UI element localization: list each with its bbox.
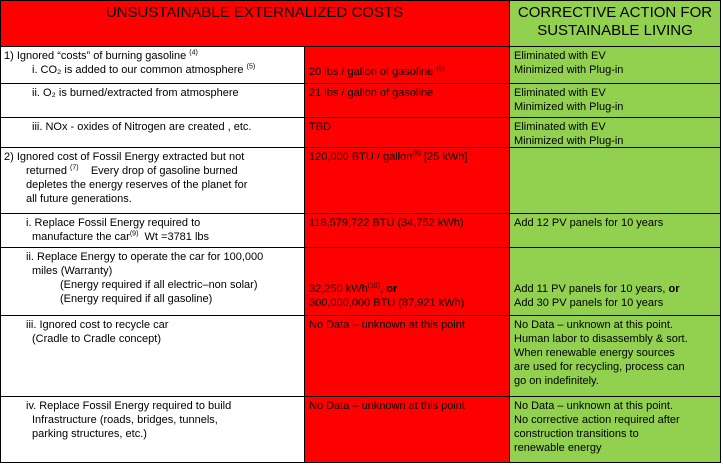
row3-action: Eliminated with EV Minimized with Plug-i… [510,118,721,148]
row6-description: ii. Replace Energy to operate the car fo… [0,248,305,316]
row2-action: Eliminated with EV Minimized with Plug-i… [510,84,721,118]
row7-value: No Data – unknown at this point [305,316,510,397]
header-right-line1: CORRECTIVE ACTION FOR [517,4,713,21]
header-unsustainable-costs: UNSUSTAINABLE EXTERNALIZED COSTS [0,0,510,47]
row3-description: iii. NOx - oxides of Nitrogen are create… [0,118,305,148]
header-corrective-action: CORRECTIVE ACTION FOR SUSTAINABLE LIVING [510,0,721,47]
row5-action: Add 12 PV panels for 10 years [510,214,721,248]
row7-description: iii. Ignored cost to recycle car (Cradle… [0,316,305,397]
row8-action: No Data – unknown at this point. No corr… [510,397,721,463]
row4-value: 120,000 BTU / gallon(8) [25 kWh] [305,148,510,214]
row2-value: 21 lbs / gallon of gasoline [305,84,510,118]
row5-value: 118,579,722 BTU (34,752 kWh) [305,214,510,248]
row6-action: Add 11 PV panels for 10 years, or Add 30… [510,248,721,316]
row1-value: 20 lbs / gallon of gasoline (6) [305,47,510,84]
row4-action [510,148,721,214]
header-left-label: UNSUSTAINABLE EXTERNALIZED COSTS [105,4,404,21]
row7-action: No Data – unknown at this point. Human l… [510,316,721,397]
row8-value: No Data – unknown at this point [305,397,510,463]
row4-description: 2) Ignored cost of Fossil Energy extract… [0,148,305,214]
row6-value: 32,250 kWh(10), or 300,000,000 BTU (87,9… [305,248,510,316]
row8-description: iv. Replace Fossil Energy required to bu… [0,397,305,463]
row1-description: 1) Ignored “costs” of burning gasoline (… [0,47,305,84]
row2-description: ii. O₂ is burned/extracted from atmosphe… [0,84,305,118]
row1-line2: i. CO₂ is added to our common atmosphere… [32,63,256,76]
row3-value: TBD [305,118,510,148]
row5-description: i. Replace Fossil Energy required to man… [0,214,305,248]
row1-action: Eliminated with EV Minimized with Plug-i… [510,47,721,84]
row1-line1: 1) Ignored “costs” of burning gasoline (… [4,49,198,62]
header-right-line2: SUSTAINABLE LIVING [537,22,693,39]
